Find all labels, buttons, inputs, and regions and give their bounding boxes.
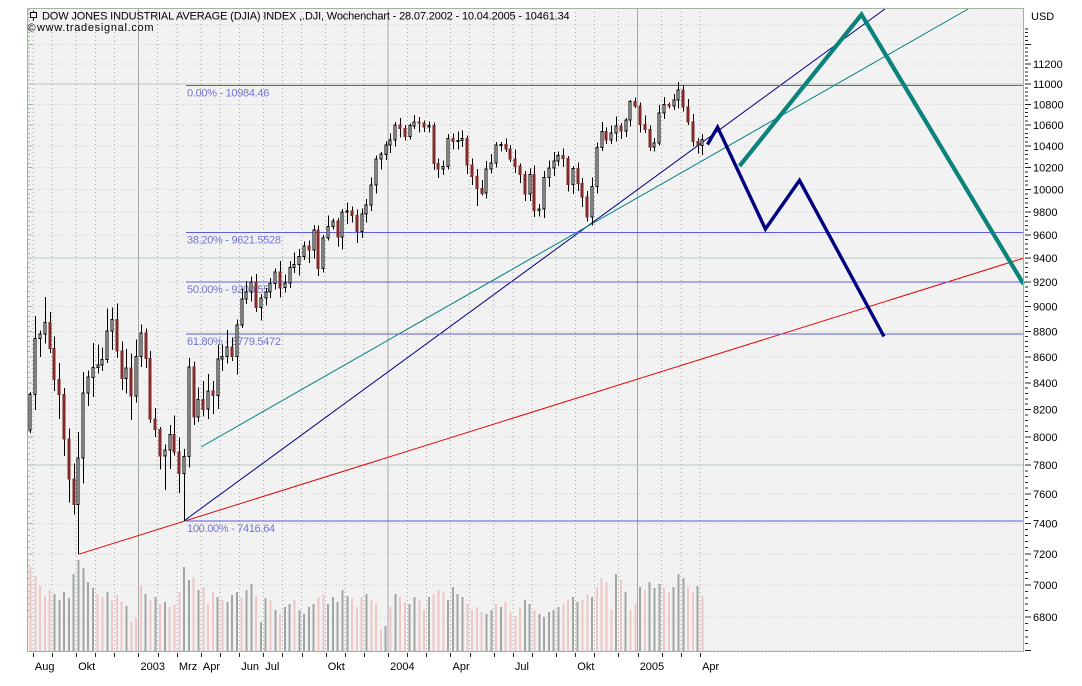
svg-text:Aug: Aug xyxy=(35,661,55,673)
svg-text:Jul: Jul xyxy=(515,661,529,673)
svg-text:6800: 6800 xyxy=(1033,612,1057,624)
svg-text:8200: 8200 xyxy=(1033,405,1057,417)
svg-text:DOW JONES INDUSTRIAL AVERAGE (: DOW JONES INDUSTRIAL AVERAGE (DJIA) INDE… xyxy=(42,11,570,23)
svg-text:Okt: Okt xyxy=(577,661,594,673)
svg-text:Okt: Okt xyxy=(78,661,95,673)
svg-text:Jul: Jul xyxy=(265,661,279,673)
svg-text:10400: 10400 xyxy=(1033,141,1064,153)
svg-text:7600: 7600 xyxy=(1033,489,1057,501)
svg-text:7200: 7200 xyxy=(1033,549,1057,561)
svg-text:10600: 10600 xyxy=(1033,120,1064,132)
svg-text:8400: 8400 xyxy=(1033,378,1057,390)
svg-text:10200: 10200 xyxy=(1033,163,1064,175)
svg-text:Apr: Apr xyxy=(453,661,470,673)
svg-text:©: © xyxy=(28,23,36,35)
svg-text:50.00% - 9200.55: 50.00% - 9200.55 xyxy=(187,284,269,296)
svg-text:10800: 10800 xyxy=(1033,99,1064,111)
svg-text:61.80% - 8779.5472: 61.80% - 8779.5472 xyxy=(187,336,281,348)
svg-text:11000: 11000 xyxy=(1033,79,1063,91)
svg-text:9400: 9400 xyxy=(1033,253,1057,265)
svg-text:11200: 11200 xyxy=(1033,59,1063,71)
svg-text:0.00% - 10984.46: 0.00% - 10984.46 xyxy=(187,88,269,100)
svg-text:Apr: Apr xyxy=(203,661,220,673)
svg-text:9000: 9000 xyxy=(1033,301,1057,313)
svg-text:7800: 7800 xyxy=(1033,460,1057,472)
svg-text:Apr: Apr xyxy=(702,661,719,673)
svg-text:8800: 8800 xyxy=(1033,326,1057,338)
svg-text:7400: 7400 xyxy=(1033,518,1057,530)
svg-text:2003: 2003 xyxy=(141,661,165,673)
svg-text:USD: USD xyxy=(1031,11,1054,23)
svg-text:2004: 2004 xyxy=(390,661,414,673)
svg-text:10000: 10000 xyxy=(1033,185,1064,197)
svg-text:38.20% - 9621.5528: 38.20% - 9621.5528 xyxy=(187,234,281,246)
svg-text:9800: 9800 xyxy=(1033,207,1057,219)
svg-text:www.tradesignal.com: www.tradesignal.com xyxy=(36,22,154,34)
svg-text:7000: 7000 xyxy=(1033,580,1057,592)
svg-text:2005: 2005 xyxy=(640,661,664,673)
svg-text:9600: 9600 xyxy=(1033,230,1057,242)
svg-text:100.00% - 7416.64: 100.00% - 7416.64 xyxy=(187,523,275,535)
svg-text:Jun: Jun xyxy=(241,661,259,673)
svg-text:Mrz: Mrz xyxy=(179,661,197,673)
svg-text:8000: 8000 xyxy=(1033,432,1057,444)
svg-text:Okt: Okt xyxy=(328,661,345,673)
svg-text:9200: 9200 xyxy=(1033,277,1057,289)
svg-text:8600: 8600 xyxy=(1033,352,1057,364)
